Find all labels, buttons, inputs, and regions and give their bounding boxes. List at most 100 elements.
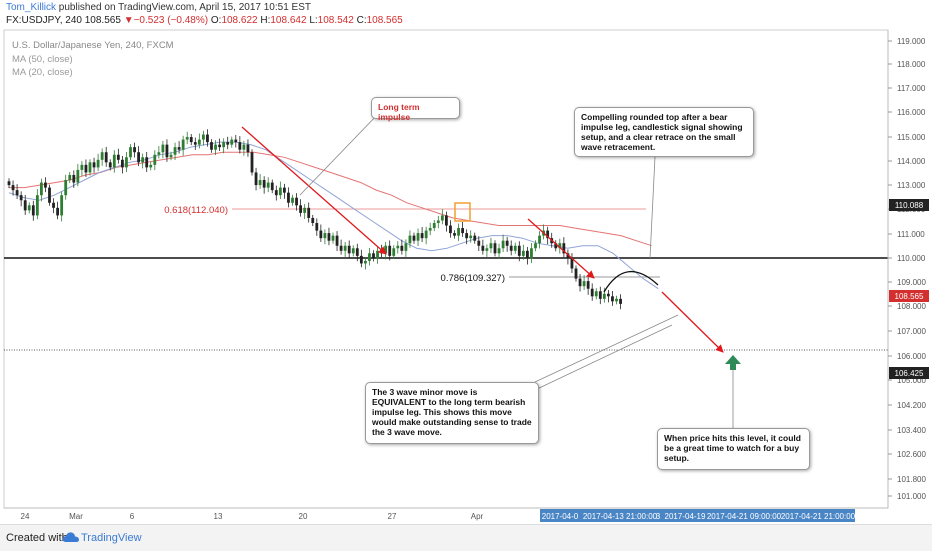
candle-body <box>388 245 392 256</box>
buy-setup-note[interactable]: When price hits this level, it could be … <box>657 428 810 470</box>
candle-body <box>432 223 436 229</box>
candle-body <box>509 245 513 251</box>
x-tick-label: 20 <box>299 512 308 521</box>
candle-body <box>210 142 213 150</box>
candle-body <box>100 152 104 160</box>
candle-body <box>570 258 574 269</box>
future-date-label: 2017-04-0 <box>542 512 579 521</box>
y-tick-label: 105.000 <box>897 376 926 385</box>
candle-body <box>145 157 149 168</box>
candle-body <box>35 195 39 216</box>
equivalent-move-note[interactable]: The 3 wave minor move is EQUIVALENT to t… <box>365 382 539 444</box>
candle-body <box>513 245 517 251</box>
candle-body <box>141 157 145 163</box>
y-tick-label: 116.000 <box>897 108 926 117</box>
candle-body <box>436 220 440 223</box>
candle-body <box>538 235 541 244</box>
close-value: 108.565 <box>366 15 403 26</box>
candle-body <box>7 181 11 186</box>
candle-body <box>278 187 282 196</box>
x-tick-label: 13 <box>214 512 223 521</box>
high-label: H: <box>260 15 271 26</box>
candle-body <box>165 144 169 158</box>
candle-body <box>56 207 59 216</box>
candle-body <box>611 296 614 302</box>
candle-body <box>185 137 189 140</box>
long-term-impulse-note[interactable]: Long term impulse <box>371 97 460 122</box>
candle-body <box>408 235 412 244</box>
last-price: 108.565 <box>84 15 121 26</box>
candle-body <box>445 215 448 226</box>
candle-body <box>530 248 533 259</box>
y-tick-label: 115.000 <box>897 133 926 142</box>
highlight-candle-box <box>454 202 471 222</box>
candle-body <box>15 190 19 196</box>
candle-body <box>307 207 311 218</box>
candle-body <box>254 172 258 186</box>
candle-body <box>218 144 221 148</box>
tradingview-brand[interactable]: TradingView <box>81 532 142 544</box>
down-triangle-icon: ▼ <box>123 15 134 26</box>
candle-body <box>477 240 481 246</box>
callout-pointer-equivalent-a <box>534 314 679 383</box>
candle-body <box>133 147 136 153</box>
legend-instrument: U.S. Dollar/Japanese Yen, 240, FXCM <box>12 40 174 51</box>
candle-body <box>173 147 177 155</box>
rounded-top-arc <box>603 270 659 293</box>
projection-arrow <box>527 218 595 279</box>
candle-body <box>489 243 493 249</box>
candle-body <box>619 298 622 304</box>
rounded-top-note[interactable]: Compelling rounded top after a bear impu… <box>574 107 754 157</box>
candle-body <box>440 215 444 221</box>
candle-body <box>299 205 302 213</box>
candle-body <box>607 293 610 297</box>
candle-body <box>416 233 420 241</box>
candle-body <box>311 217 315 223</box>
x-tick-label: 6 <box>130 512 135 521</box>
candle-body <box>586 281 590 289</box>
y-tick-label: 118.000 <box>897 60 926 69</box>
candle-body <box>242 144 246 150</box>
candle-body <box>517 245 521 256</box>
candle-body <box>84 164 88 173</box>
candle-body <box>189 137 193 143</box>
candle-body <box>457 228 460 236</box>
candle-body <box>287 192 290 203</box>
candle-body <box>364 260 367 264</box>
candle-body <box>202 134 205 140</box>
open-label: O: <box>210 15 222 26</box>
candle-body <box>339 245 343 251</box>
candle-body <box>319 230 323 239</box>
price-badge-label: 110.088 <box>895 201 924 210</box>
published-text: published on TradingView.com, April 15, … <box>56 2 311 13</box>
candle-body <box>295 197 298 206</box>
candle-body <box>44 182 47 188</box>
candle-body <box>116 154 120 160</box>
candle-body <box>400 245 404 251</box>
candle-body <box>505 240 509 246</box>
candle-body <box>566 253 570 259</box>
author-link[interactable]: Tom_Killick <box>6 2 57 13</box>
candle-body <box>177 147 181 150</box>
candle-body <box>481 245 485 251</box>
candle-body <box>96 159 100 168</box>
future-date-label: 2017-04-19 <box>665 512 706 521</box>
y-tick-label: 102.600 <box>897 450 926 459</box>
candle-body <box>157 152 161 155</box>
candle-body <box>104 152 108 163</box>
candle-body <box>92 162 96 168</box>
candle-body <box>473 235 477 241</box>
candle-body <box>372 253 375 259</box>
candle-body <box>153 154 157 165</box>
fib-618-label: 0.618(112.040) <box>164 205 228 216</box>
candle-body <box>137 152 140 163</box>
candle-body <box>291 197 294 203</box>
high-value: 108.642 <box>270 15 307 26</box>
callout-pointer-equivalent-b <box>534 324 673 391</box>
candle-body <box>266 182 270 188</box>
ma20-line <box>8 141 659 290</box>
fib-786-label: 0.786(109.327) <box>441 273 505 284</box>
candle-body <box>222 142 226 148</box>
y-tick-label: 101.800 <box>897 475 926 484</box>
projection-arrow <box>661 291 724 353</box>
